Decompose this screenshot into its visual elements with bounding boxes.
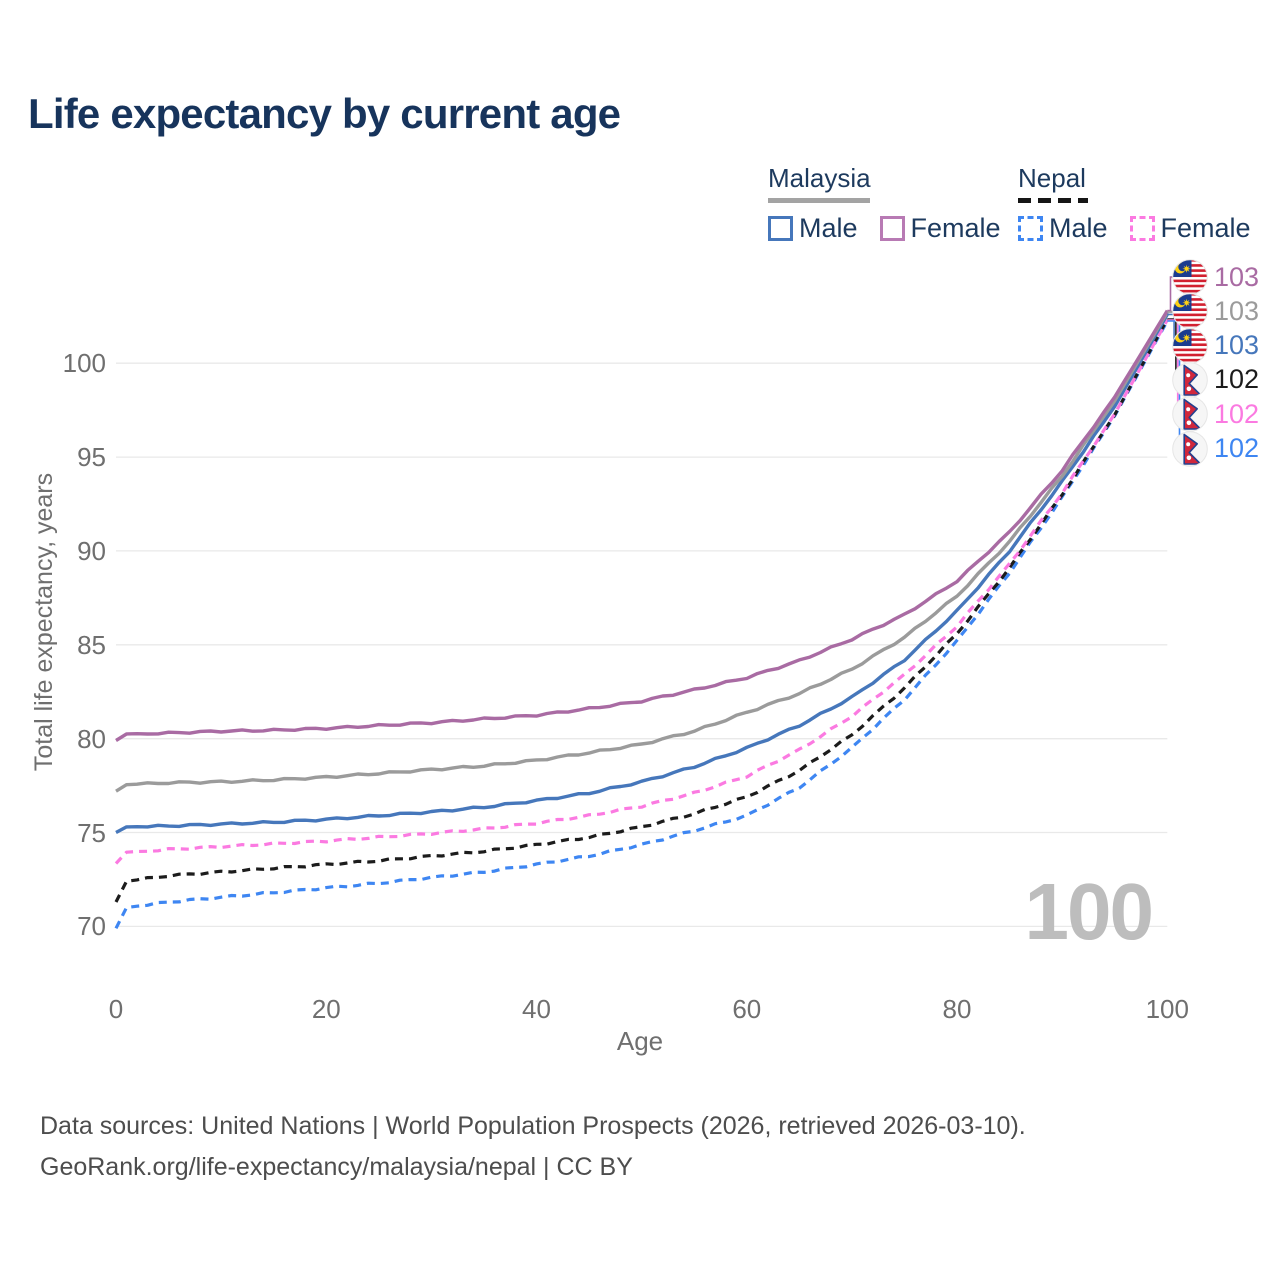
y-tick-label: 100: [62, 348, 106, 379]
malaysia-flag-icon: [1172, 259, 1208, 295]
end-label-value: 103: [1214, 295, 1260, 326]
legend-underline-malaysia: [768, 198, 870, 203]
end-label-value: 103: [1214, 330, 1260, 361]
nepal-flag-icon: [1172, 396, 1208, 432]
legend-label-nepal-male[interactable]: Male: [1049, 213, 1108, 243]
footer-source-line: Data sources: United Nations | World Pop…: [40, 1112, 1026, 1140]
footer: Data sources: United Nations | World Pop…: [40, 1106, 1026, 1188]
y-tick-label: 95: [77, 442, 106, 473]
x-tick-label: 100: [1145, 994, 1189, 1024]
x-tick-label: 60: [732, 994, 762, 1024]
legend-label-nepal-female[interactable]: Female: [1160, 213, 1251, 243]
legend-swatch-malaysia-male[interactable]: [768, 216, 793, 241]
nepal-flag-icon: [1172, 430, 1208, 467]
y-tick-label: 80: [77, 723, 106, 754]
x-tick-label: 0: [108, 994, 124, 1024]
series-line-malaysia: [115, 311, 1169, 793]
end-label-value: 102: [1214, 398, 1260, 429]
y-axis-title: Total life expectancy, years: [30, 472, 58, 772]
end-label-row-nepal: 102: [1172, 362, 1259, 398]
legend-swatch-malaysia-female[interactable]: [879, 216, 905, 241]
malaysia-flag-icon: [1172, 327, 1208, 364]
y-tick-label: 70: [77, 911, 106, 942]
y-tick-label: 75: [77, 817, 106, 848]
x-axis-title: Age: [616, 1026, 664, 1056]
legend-group-title-malaysia: Malaysia: [768, 163, 871, 193]
y-tick-label: 85: [77, 629, 106, 660]
x-tick-label: 80: [942, 994, 972, 1024]
end-label-row-nepal-female: 102: [1172, 396, 1259, 432]
nepal-flag-icon: [1172, 362, 1208, 398]
series-line-nepal-female: [114, 319, 1169, 865]
legend-underline-nepal: [1018, 198, 1088, 203]
end-label-value: 102: [1214, 433, 1260, 463]
legend-label-malaysia-male[interactable]: Male: [799, 213, 858, 243]
end-label-value: 103: [1214, 261, 1260, 292]
x-tick-label: 20: [311, 994, 341, 1024]
legend-swatch-nepal-female[interactable]: [1129, 216, 1155, 241]
end-label-row-malaysia-female: 103: [1172, 259, 1259, 295]
legend-group-malaysia: Malaysia Male Female: [768, 163, 1023, 244]
legend-swatch-nepal-male[interactable]: [1018, 216, 1043, 241]
end-label-row-nepal-male: 102: [1172, 430, 1260, 467]
series-line-nepal-male: [114, 320, 1169, 930]
end-label-row-malaysia-male: 103: [1172, 327, 1260, 364]
footer-url-line: GeoRank.org/life-expectancy/malaysia/nep…: [40, 1153, 633, 1181]
end-label-value: 102: [1214, 364, 1260, 395]
legend-label-malaysia-female[interactable]: Female: [910, 213, 1001, 243]
series-line-malaysia-female: [115, 309, 1169, 742]
legend-group-title-nepal: Nepal: [1018, 163, 1086, 193]
x-tick-label: 40: [522, 994, 551, 1024]
series-line-nepal: [114, 318, 1169, 903]
chart-title: Life expectancy by current age: [28, 90, 621, 137]
y-tick-label: 90: [77, 535, 106, 566]
series-line-malaysia-male: [115, 313, 1169, 834]
legend-group-nepal: Nepal Male Female: [1018, 163, 1273, 244]
malaysia-flag-icon: [1172, 293, 1208, 330]
age-counter-watermark: 100: [1024, 867, 1154, 956]
end-label-row-malaysia: 103: [1172, 293, 1260, 330]
